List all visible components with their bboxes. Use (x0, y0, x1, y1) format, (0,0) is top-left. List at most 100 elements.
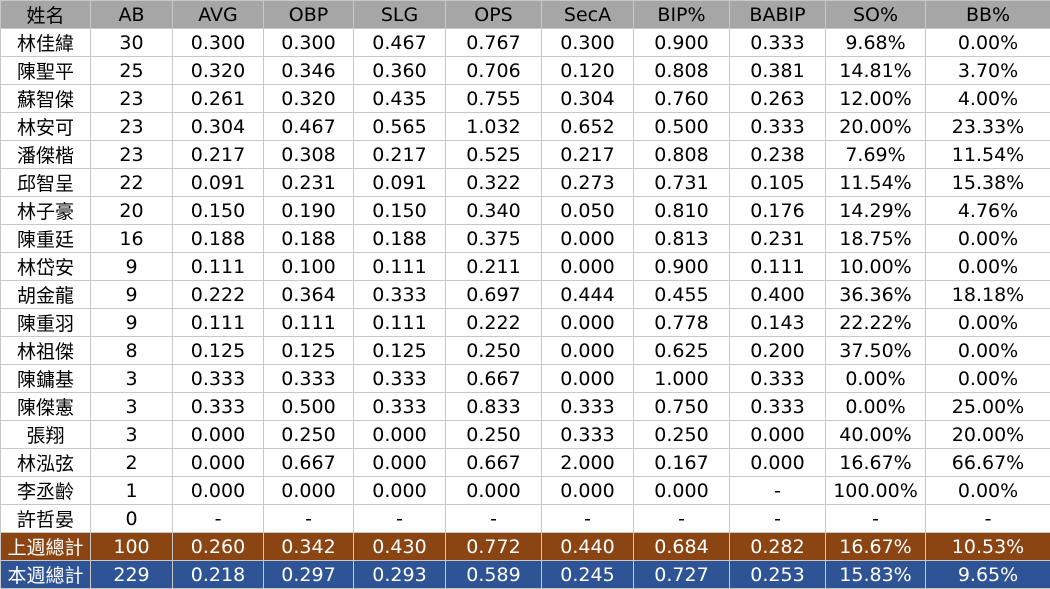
cell-bb: 11.54% (926, 141, 1050, 169)
cell-so: 14.81% (826, 57, 926, 85)
cell-avg: 0.111 (173, 253, 264, 281)
cell-ab: 3 (91, 393, 173, 421)
cell-slg: 0.000 (354, 477, 446, 505)
cell-babip: 0.333 (730, 393, 826, 421)
column-header-so: SO% (826, 1, 926, 29)
cell-obp: 0.125 (264, 337, 354, 365)
cell-name: 陳聖平 (1, 57, 91, 85)
cell-bip: 0.000 (634, 477, 730, 505)
cell-babip: 0.238 (730, 141, 826, 169)
cell-so: 9.68% (826, 29, 926, 57)
cell-so: 14.29% (826, 197, 926, 225)
cell-name: 林祖傑 (1, 337, 91, 365)
cell-bb: 4.76% (926, 197, 1050, 225)
cell-name: 許哲晏 (1, 505, 91, 533)
cell-so: 37.50% (826, 337, 926, 365)
cell-seca: 2.000 (542, 449, 634, 477)
cell-so: 10.00% (826, 253, 926, 281)
cell-ops: 0.211 (446, 253, 542, 281)
cell-seca: 0.000 (542, 477, 634, 505)
column-header-bip: BIP% (634, 1, 730, 29)
cell-ab: 9 (91, 309, 173, 337)
cell-avg: 0.304 (173, 113, 264, 141)
cell-seca: 0.000 (542, 253, 634, 281)
cell-obp: 0.346 (264, 57, 354, 85)
cell-slg: 0.333 (354, 393, 446, 421)
cell-ab: 23 (91, 85, 173, 113)
cell-ab: 0 (91, 505, 173, 533)
total-cell-babip: 0.253 (730, 561, 826, 589)
cell-babip: 0.143 (730, 309, 826, 337)
column-header-seca: SecA (542, 1, 634, 29)
cell-slg: - (354, 505, 446, 533)
cell-bb: 23.33% (926, 113, 1050, 141)
cell-babip: 0.333 (730, 365, 826, 393)
cell-bip: 0.900 (634, 253, 730, 281)
cell-seca: 0.000 (542, 337, 634, 365)
cell-slg: 0.467 (354, 29, 446, 57)
cell-bip: 0.731 (634, 169, 730, 197)
cell-obp: 0.333 (264, 365, 354, 393)
cell-name: 林佳緯 (1, 29, 91, 57)
cell-name: 李丞齡 (1, 477, 91, 505)
cell-avg: 0.000 (173, 421, 264, 449)
cell-obp: 0.320 (264, 85, 354, 113)
total-cell-ab: 229 (91, 561, 173, 589)
cell-bip: 0.900 (634, 29, 730, 57)
cell-avg: 0.300 (173, 29, 264, 57)
cell-bb: 0.00% (926, 337, 1050, 365)
cell-babip: 0.111 (730, 253, 826, 281)
cell-bip: 0.167 (634, 449, 730, 477)
total-cell-seca: 0.245 (542, 561, 634, 589)
total-cell-bb: 10.53% (926, 533, 1050, 561)
cell-ops: 1.032 (446, 113, 542, 141)
cell-name: 邱智呈 (1, 169, 91, 197)
cell-slg: 0.188 (354, 225, 446, 253)
total-cell-so: 16.67% (826, 533, 926, 561)
cell-bip: 0.808 (634, 57, 730, 85)
cell-babip: 0.000 (730, 449, 826, 477)
cell-bb: 66.67% (926, 449, 1050, 477)
cell-so: 18.75% (826, 225, 926, 253)
cell-so: 7.69% (826, 141, 926, 169)
cell-avg: 0.222 (173, 281, 264, 309)
total-cell-babip: 0.282 (730, 533, 826, 561)
cell-ops: - (446, 505, 542, 533)
cell-ops: 0.525 (446, 141, 542, 169)
cell-name: 林安可 (1, 113, 91, 141)
cell-slg: 0.125 (354, 337, 446, 365)
cell-slg: 0.333 (354, 281, 446, 309)
cell-slg: 0.000 (354, 449, 446, 477)
cell-ab: 16 (91, 225, 173, 253)
cell-avg: 0.188 (173, 225, 264, 253)
cell-avg: 0.261 (173, 85, 264, 113)
cell-obp: 0.250 (264, 421, 354, 449)
cell-seca: 0.217 (542, 141, 634, 169)
cell-bb: 0.00% (926, 253, 1050, 281)
cell-bip: 0.760 (634, 85, 730, 113)
cell-ab: 23 (91, 113, 173, 141)
total-cell-obp: 0.297 (264, 561, 354, 589)
column-header-ab: AB (91, 1, 173, 29)
cell-seca: 0.304 (542, 85, 634, 113)
cell-bip: 1.000 (634, 365, 730, 393)
cell-babip: 0.263 (730, 85, 826, 113)
cell-ab: 9 (91, 253, 173, 281)
